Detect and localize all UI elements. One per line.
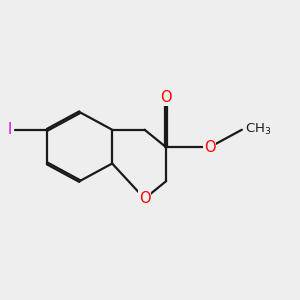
Text: CH$_3$: CH$_3$ — [244, 122, 271, 137]
Text: O: O — [139, 191, 150, 206]
Text: O: O — [160, 90, 172, 105]
Text: I: I — [8, 122, 12, 137]
Text: O: O — [204, 140, 215, 155]
